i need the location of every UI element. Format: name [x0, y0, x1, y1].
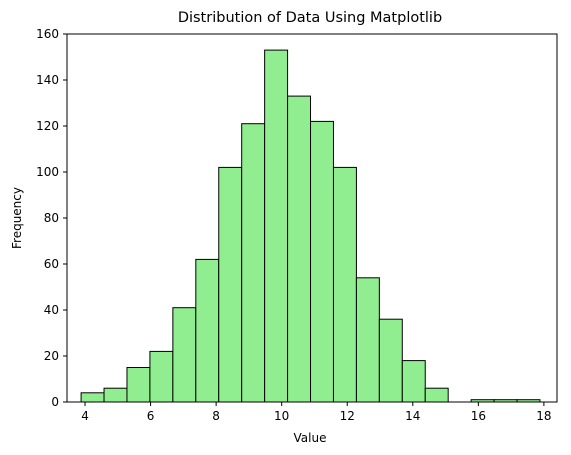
- histogram-bar: [401, 360, 426, 403]
- histogram-bar: [310, 120, 334, 403]
- histogram-bar: [378, 318, 403, 403]
- histogram-bar: [149, 350, 174, 403]
- x-axis-label: Value: [294, 431, 327, 445]
- histogram-bar: [264, 49, 289, 403]
- histogram-bar: [80, 392, 105, 403]
- histogram-bar: [241, 123, 266, 403]
- y-tick-label: 80: [44, 211, 59, 225]
- y-tick-label: 140: [36, 73, 59, 87]
- y-tick-label: 120: [36, 119, 59, 133]
- histogram-bar: [355, 277, 380, 403]
- chart-title: Distribution of Data Using Matplotlib: [178, 10, 442, 26]
- y-tick-label: 0: [51, 395, 59, 409]
- histogram-bar: [126, 367, 151, 403]
- x-tick-label: 16: [471, 409, 486, 423]
- histogram-bar: [424, 387, 449, 403]
- histogram-bar: [195, 258, 220, 403]
- y-tick-label: 160: [36, 27, 59, 41]
- x-tick-label: 14: [405, 409, 420, 423]
- histogram-bar: [332, 166, 357, 403]
- y-tick-label: 100: [36, 165, 59, 179]
- x-tick-label: 6: [147, 409, 155, 423]
- histogram-bar: [218, 166, 243, 403]
- x-tick-label: 18: [536, 409, 551, 423]
- histogram-bar: [172, 307, 197, 403]
- y-tick-label: 20: [44, 349, 59, 363]
- x-tick-label: 12: [340, 409, 355, 423]
- y-tick-label: 40: [44, 303, 59, 317]
- x-tick-label: 10: [274, 409, 289, 423]
- y-axis-label: Frequency: [10, 187, 24, 249]
- axes-group: 4 6 8 10 12 14 16 18 0 20 40 60 80 100 120 140 160: [36, 27, 558, 423]
- x-tick-label: 4: [81, 409, 89, 423]
- y-tick-label: 60: [44, 257, 59, 271]
- histogram-bar: [287, 95, 312, 403]
- x-tick-label: 8: [212, 409, 220, 423]
- histogram-bar: [103, 387, 128, 403]
- bars-group: [80, 49, 541, 403]
